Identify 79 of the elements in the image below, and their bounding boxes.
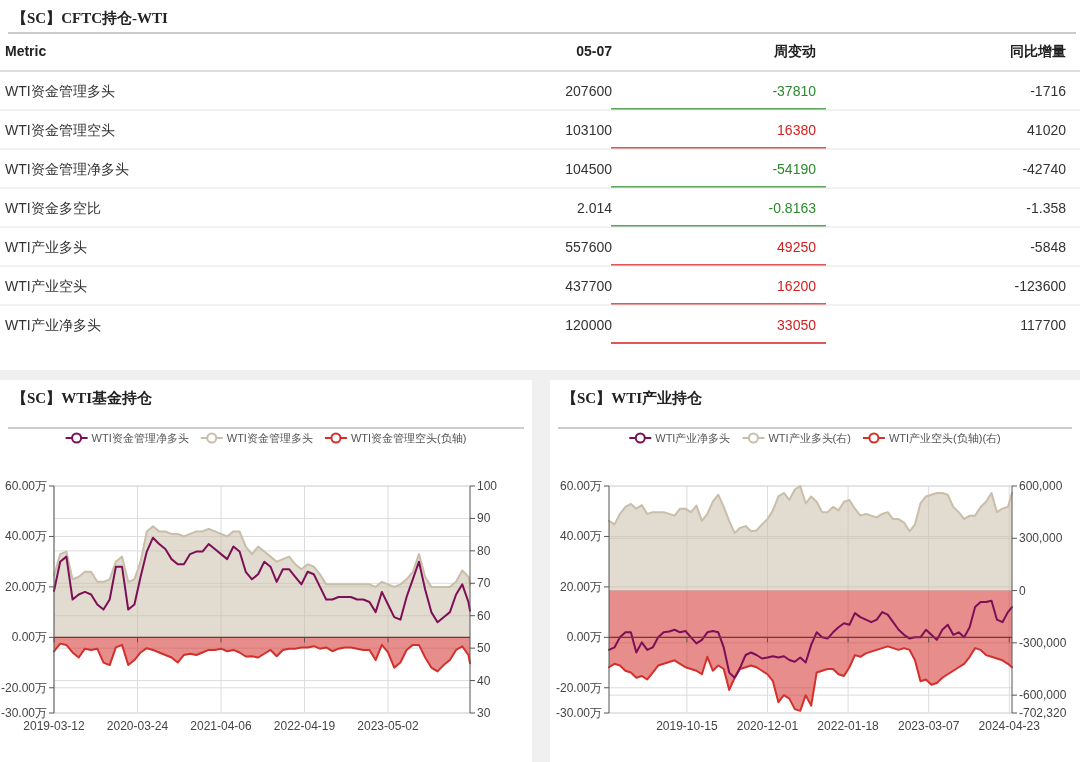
y2-tick-label: 600,000 — [1019, 479, 1063, 493]
y2-tick-label: 100 — [477, 479, 498, 493]
data-label: 437700 — [565, 278, 613, 294]
chart-title: 【SC】WTI产业持仓 — [562, 390, 704, 406]
category-label: WTI产业空头 — [5, 278, 87, 294]
data-label: 557600 — [565, 239, 613, 255]
y-tick-label: -20.00万 — [555, 680, 602, 695]
series-label: 05-07 — [576, 43, 613, 59]
y2-tick-label: 50 — [477, 641, 491, 656]
y2-tick-label: 80 — [477, 543, 491, 558]
data-label: -54190 — [772, 161, 817, 177]
y-tick-label: -30.00万 — [555, 706, 602, 720]
category-label: WTI产业净多头 — [5, 317, 101, 333]
category-label: WTI产业多头 — [5, 239, 87, 255]
category-label: WTI资金管理空头 — [5, 122, 115, 138]
legend-label: WTI资金管理空头(负轴) — [350, 432, 467, 444]
data-label: 120000 — [565, 317, 613, 333]
x-tick-label: 2021-04-06 — [190, 719, 253, 733]
x-tick-label: 2024-04-23 — [978, 719, 1041, 733]
legend-label: WTI资金管理净多头 — [91, 432, 189, 444]
y-tick-label: 40.00万 — [559, 529, 602, 544]
x-tick-label: 2020-03-24 — [106, 719, 169, 733]
y2-tick-label: 70 — [477, 576, 491, 591]
data-label: -1716 — [1030, 83, 1067, 99]
x-tick-label: 2019-10-15 — [656, 719, 718, 733]
y-tick-label: 0.00万 — [11, 630, 47, 645]
y-tick-label: 0.00万 — [566, 630, 602, 645]
legend-label: WTI资金管理多头 — [226, 432, 313, 444]
data-label: 16200 — [777, 278, 817, 294]
y2-tick-label: 300,000 — [1019, 531, 1063, 546]
legend-label: WTI产业空头(负轴)(右) — [888, 432, 1001, 444]
y2-tick-label: 60 — [477, 608, 491, 623]
data-label: 41020 — [1027, 122, 1067, 138]
y2-tick-label: 30 — [477, 706, 491, 720]
y-tick-label: 40.00万 — [4, 529, 47, 544]
y2-tick-label: 0 — [1019, 583, 1026, 598]
y-tick-label: -30.00万 — [0, 706, 47, 720]
chart-title: 【SC】WTI基金持仓 — [12, 390, 154, 406]
x-tick-label: 2022-01-18 — [817, 719, 880, 733]
category-label: WTI资金管理净多头 — [5, 161, 129, 177]
data-label: -37810 — [772, 83, 817, 99]
category-label: WTI资金管理多头 — [5, 83, 115, 99]
y2-tick-label: -300,000 — [1019, 635, 1067, 650]
line-series — [608, 599, 1013, 679]
data-label: 207600 — [565, 83, 613, 99]
data-label: -0.8163 — [768, 200, 817, 216]
text: Metric — [5, 43, 47, 59]
x-tick-label: 2019-03-12 — [23, 719, 86, 733]
y2-tick-label: 90 — [477, 511, 491, 526]
data-label: -42740 — [1022, 161, 1067, 177]
data-label: 103100 — [565, 122, 613, 138]
data-label: 2.014 — [576, 200, 613, 216]
data-label: 104500 — [565, 161, 613, 177]
y-tick-label: 60.00万 — [4, 479, 47, 493]
x-tick-label: 2023-03-07 — [897, 719, 960, 733]
y-tick-label: 20.00万 — [4, 579, 47, 594]
y-tick-label: 60.00万 — [559, 479, 602, 493]
legend-label: WTI产业净多头 — [655, 432, 731, 444]
y-tick-label: -20.00万 — [0, 680, 47, 695]
y2-tick-label: -702,320 — [1019, 706, 1067, 720]
category-label: WTI资金多空比 — [5, 200, 101, 216]
data-label: 16380 — [777, 122, 817, 138]
data-label: 117700 — [1020, 317, 1067, 333]
text: 【SC】CFTC持仓-WTI — [12, 10, 169, 26]
y2-tick-label: -600,000 — [1019, 688, 1067, 703]
x-tick-label: 2022-04-19 — [273, 719, 336, 733]
x-tick-label: 2023-05-02 — [357, 719, 420, 733]
y-tick-label: 20.00万 — [559, 579, 602, 594]
data-label: 49250 — [777, 239, 817, 255]
text: 周变动 — [773, 43, 816, 59]
data-label: -5848 — [1030, 239, 1067, 255]
legend-label: WTI产业多头(右) — [768, 432, 851, 444]
y2-tick-label: 40 — [477, 673, 491, 688]
text: 同比增量 — [1010, 43, 1066, 59]
data-label: -1.358 — [1026, 200, 1067, 216]
data-label: 33050 — [777, 317, 817, 333]
line-series — [53, 536, 471, 624]
x-tick-label: 2020-12-01 — [736, 719, 799, 733]
data-label: -123600 — [1014, 278, 1067, 294]
